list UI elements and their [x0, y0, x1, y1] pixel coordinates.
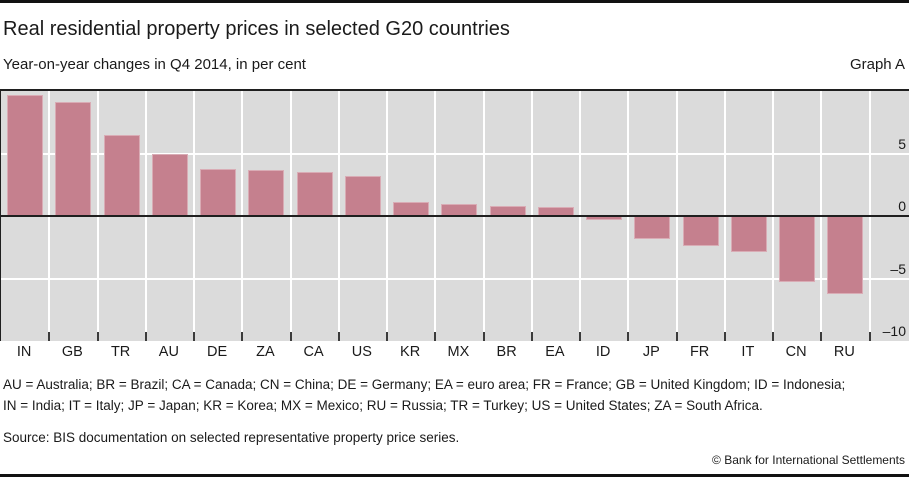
x-axis-tick — [675, 332, 678, 341]
x-axis-tick — [482, 332, 485, 341]
x-tick-label: EA — [545, 344, 565, 360]
grid-line-horizontal — [1, 277, 909, 280]
x-axis-tick — [48, 332, 51, 341]
x-tick-label: ZA — [256, 344, 275, 360]
y-tick-label: –10 — [882, 323, 906, 339]
footnote: AU = Australia; BR = Brazil; CA = Canada… — [3, 374, 908, 416]
source-note: Source: BIS documentation on selected re… — [3, 430, 460, 445]
x-tick-label: TR — [110, 344, 131, 360]
bar-tr — [103, 134, 140, 216]
bar-it — [730, 216, 767, 253]
x-tick-label: FR — [689, 344, 710, 360]
subtitle-row: Year-on-year changes in Q4 2014, in per … — [3, 56, 905, 73]
chart-subtitle: Year-on-year changes in Q4 2014, in per … — [3, 56, 306, 73]
bar-de — [200, 168, 237, 216]
footnote-line-2: IN = India; IT = Italy; JP = Japan; KR =… — [3, 398, 763, 413]
y-tick-label: 5 — [898, 135, 906, 152]
x-tick-label: RU — [833, 344, 855, 360]
x-tick-label: AU — [158, 344, 179, 360]
x-tick-label: GB — [61, 344, 83, 360]
x-tick-label: IT — [741, 344, 755, 360]
top-rule — [0, 0, 909, 3]
plot-area: 5 0 –5 –10 — [1, 91, 909, 341]
x-tick-label: JP — [642, 344, 660, 360]
x-axis-labels: IN GB TR AU DE ZA CA US KR MX BR EA ID JP FR IT CN RU — [0, 344, 909, 364]
x-axis-tick — [820, 332, 823, 341]
x-tick-label: CA — [303, 344, 324, 360]
x-axis-tick — [96, 332, 99, 341]
bar-fr — [682, 216, 719, 246]
x-axis-tick — [868, 332, 871, 341]
zero-line — [1, 215, 909, 217]
bar-in — [7, 94, 44, 216]
bar-ca — [296, 172, 333, 216]
x-axis-tick — [386, 332, 388, 341]
x-axis-tick — [627, 332, 630, 341]
x-tick-label: IN — [16, 344, 32, 360]
x-axis-tick — [241, 332, 244, 341]
x-axis-tick — [289, 332, 292, 341]
x-tick-label: ID — [595, 344, 611, 360]
graph-label: Graph A — [849, 56, 905, 73]
chart-title: Real residential property prices in sele… — [3, 18, 510, 40]
footnote-line-1: AU = Australia; BR = Brazil; CA = Canada… — [3, 377, 846, 392]
bar-kr — [393, 202, 430, 216]
x-axis-tick — [530, 332, 533, 341]
x-axis-tick — [772, 332, 774, 341]
x-tick-label: MX — [447, 344, 470, 360]
x-axis-tick — [193, 332, 195, 341]
bar-za — [248, 169, 285, 216]
x-axis-tick — [579, 332, 581, 341]
bottom-rule — [0, 474, 909, 477]
grid-line-horizontal — [1, 152, 909, 155]
bar-au — [151, 153, 188, 216]
bar-gb — [55, 102, 92, 216]
bar-ru — [827, 216, 864, 294]
bar-us — [344, 176, 381, 216]
x-tick-label: DE — [207, 344, 228, 360]
x-tick-label: BR — [496, 344, 517, 360]
x-tick-label: CN — [785, 344, 807, 360]
x-tick-label: KR — [400, 344, 421, 360]
copyright-note: © Bank for International Settlements — [712, 453, 905, 467]
y-tick-label: –5 — [890, 260, 906, 277]
x-axis-tick — [723, 332, 726, 341]
x-axis-tick — [434, 332, 437, 341]
y-tick-label: 0 — [898, 198, 906, 214]
x-axis-tick — [144, 332, 147, 341]
bar-cn — [779, 216, 816, 283]
x-axis-tick — [337, 332, 340, 341]
bar-jp — [634, 216, 671, 239]
bar-chart: 5 0 –5 –10 — [0, 89, 909, 341]
x-tick-label: US — [351, 344, 372, 360]
